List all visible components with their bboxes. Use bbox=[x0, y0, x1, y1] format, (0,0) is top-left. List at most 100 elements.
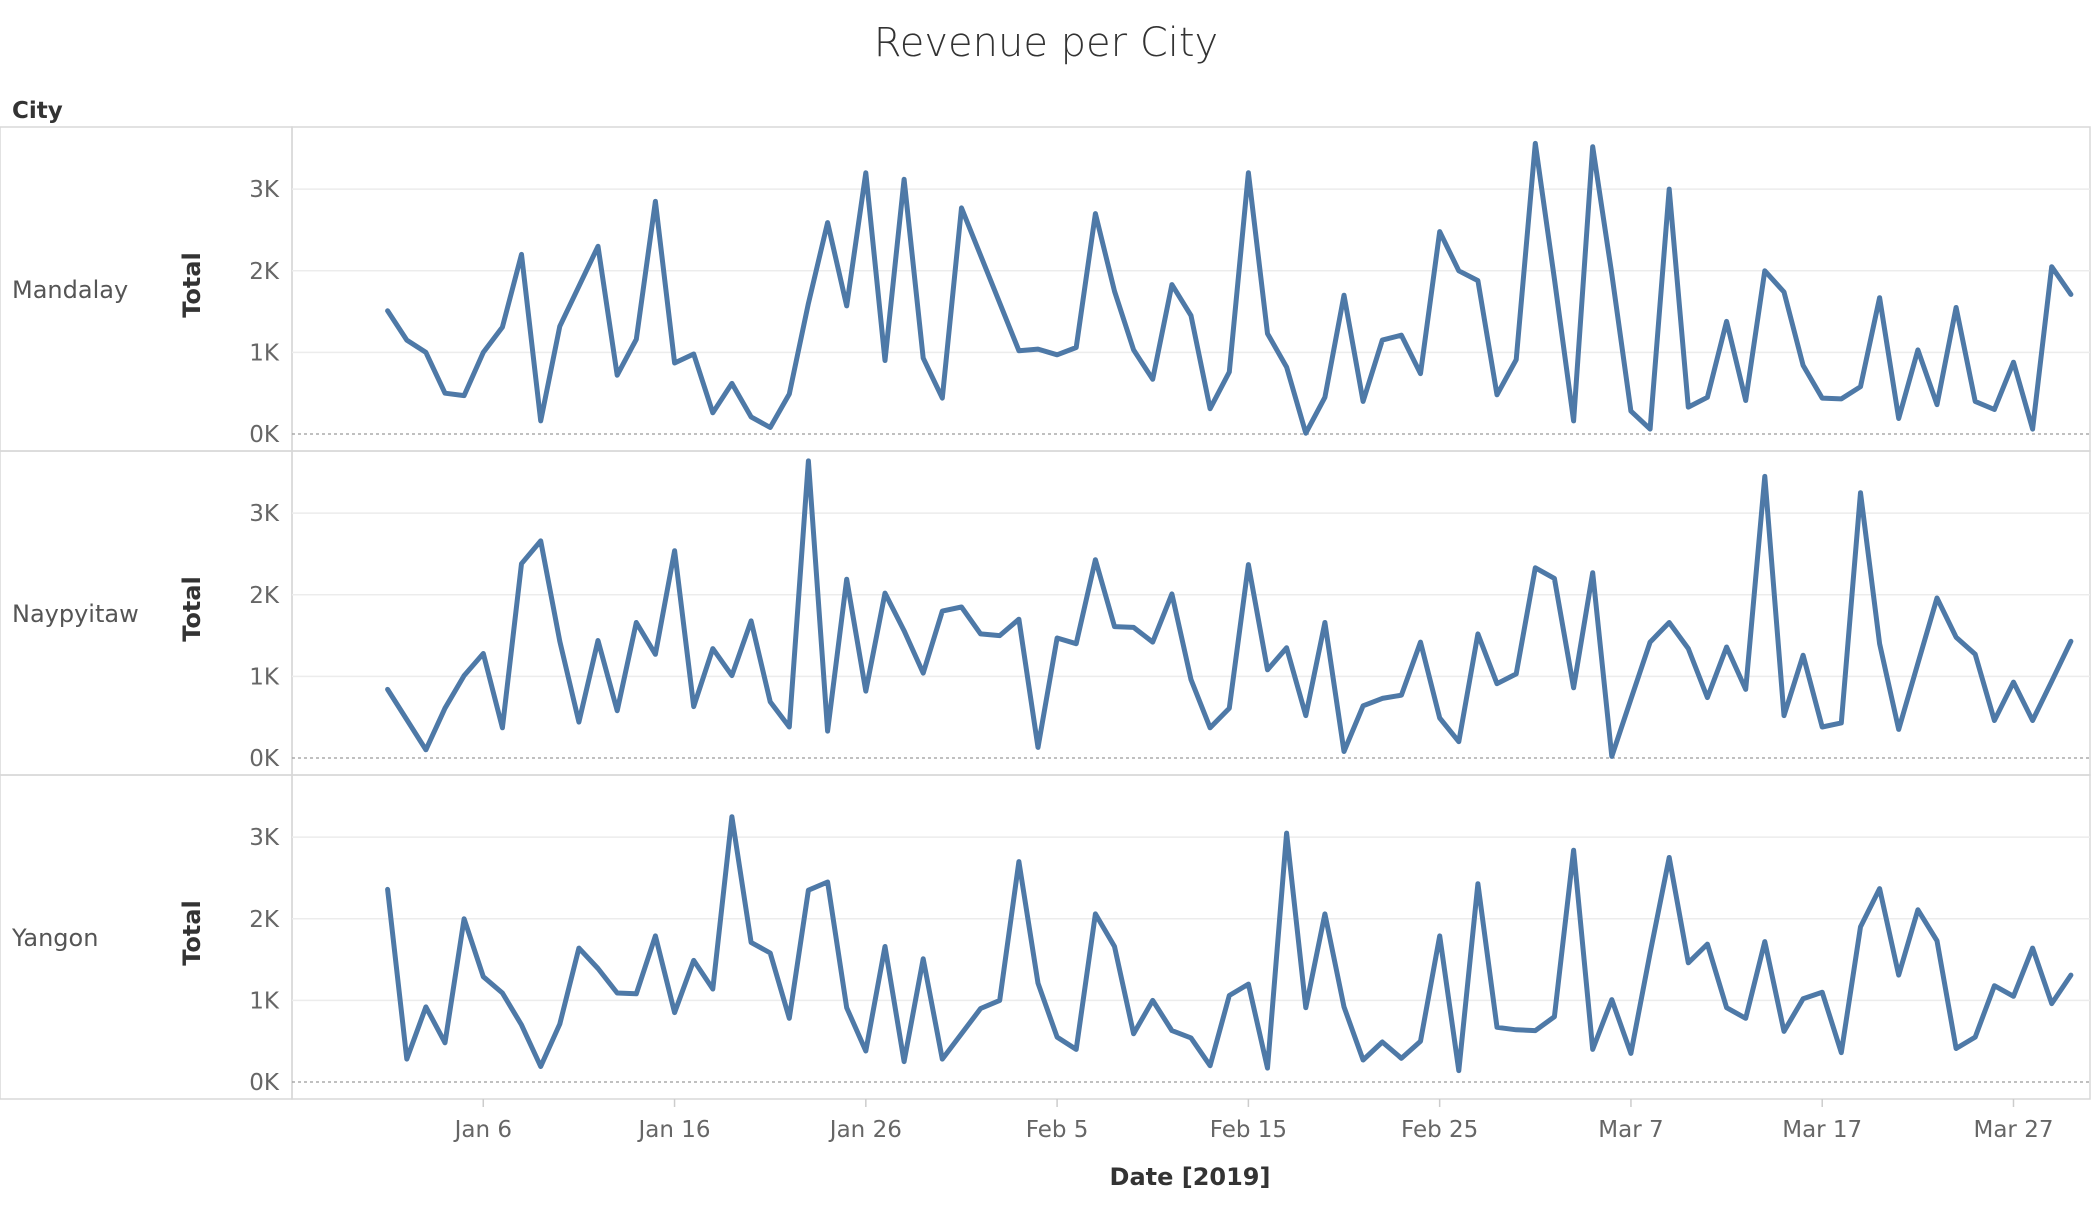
plot-area bbox=[291, 126, 2091, 452]
data-point bbox=[710, 646, 715, 651]
data-point bbox=[1399, 333, 1404, 338]
data-point bbox=[921, 956, 926, 961]
data-point bbox=[1342, 1004, 1347, 1009]
data-point bbox=[1265, 1066, 1270, 1071]
data-point bbox=[1208, 406, 1213, 411]
data-point bbox=[691, 704, 696, 709]
data-point bbox=[1093, 911, 1098, 916]
data-point bbox=[1954, 635, 1959, 640]
data-point bbox=[615, 991, 620, 996]
data-point bbox=[1590, 1047, 1595, 1052]
data-point bbox=[1801, 996, 1806, 1001]
data-point bbox=[1169, 591, 1174, 596]
data-point bbox=[519, 561, 524, 566]
data-point bbox=[959, 205, 964, 210]
data-point bbox=[1016, 348, 1021, 353]
panel-naypyitaw: Naypyitaw Total 0K 1K 2K 3K bbox=[0, 450, 2091, 776]
data-point bbox=[1514, 1027, 1519, 1032]
data-point bbox=[1954, 305, 1959, 310]
data-point bbox=[385, 887, 390, 892]
data-point bbox=[1437, 716, 1442, 721]
city-row-header: City bbox=[12, 98, 63, 124]
data-point bbox=[1973, 1035, 1978, 1040]
data-point bbox=[1189, 677, 1194, 682]
data-point bbox=[1552, 1014, 1557, 1019]
data-point bbox=[787, 1016, 792, 1021]
data-point bbox=[2011, 994, 2016, 999]
data-point bbox=[1189, 313, 1194, 318]
data-point bbox=[1571, 418, 1576, 423]
data-point bbox=[1743, 1016, 1748, 1021]
data-point bbox=[481, 651, 486, 656]
data-point bbox=[576, 946, 581, 951]
data-point bbox=[1303, 713, 1308, 718]
data-point bbox=[1322, 911, 1327, 916]
data-point bbox=[1533, 1028, 1538, 1033]
x-tick-label: Jan 6 bbox=[453, 1117, 512, 1143]
data-point bbox=[1074, 1047, 1079, 1052]
data-point bbox=[1380, 338, 1385, 343]
data-point bbox=[2068, 292, 2073, 297]
x-tick-label: Jan 26 bbox=[828, 1117, 902, 1143]
data-point bbox=[672, 1010, 677, 1015]
data-point bbox=[423, 747, 428, 752]
data-point bbox=[1801, 363, 1806, 368]
y-axis-title: Total bbox=[178, 576, 206, 642]
data-point bbox=[1954, 1046, 1959, 1051]
x-tick-label: Feb 15 bbox=[1210, 1117, 1287, 1143]
data-point bbox=[902, 628, 907, 633]
data-point bbox=[1686, 405, 1691, 410]
x-tick-label: Jan 16 bbox=[637, 1117, 711, 1143]
data-point bbox=[883, 358, 888, 363]
data-point bbox=[557, 639, 562, 644]
data-point bbox=[1609, 754, 1614, 759]
data-point bbox=[1896, 416, 1901, 421]
data-point bbox=[768, 699, 773, 704]
data-point bbox=[462, 916, 467, 921]
data-point bbox=[806, 301, 811, 306]
data-point bbox=[1686, 646, 1691, 651]
data-point bbox=[959, 1031, 964, 1036]
x-axis: Jan 6 Jan 16 Jan 26 Feb 5 Feb 15 Feb 25 Mar 7 M… bbox=[453, 1099, 2053, 1143]
data-point bbox=[1877, 886, 1882, 891]
data-point bbox=[481, 350, 486, 355]
data-point bbox=[1112, 624, 1117, 629]
data-point bbox=[1801, 653, 1806, 658]
data-point bbox=[1571, 848, 1576, 853]
data-point bbox=[1896, 973, 1901, 978]
data-point bbox=[1858, 490, 1863, 495]
data-point bbox=[538, 1064, 543, 1069]
data-point bbox=[2011, 680, 2016, 685]
data-point bbox=[1705, 395, 1710, 400]
data-point bbox=[1036, 745, 1041, 750]
data-point bbox=[1208, 1063, 1213, 1068]
data-point bbox=[500, 725, 505, 730]
data-point bbox=[1705, 942, 1710, 947]
data-point bbox=[940, 609, 945, 614]
data-point bbox=[1284, 645, 1289, 650]
data-point bbox=[1762, 474, 1767, 479]
data-point bbox=[1533, 565, 1538, 570]
data-point bbox=[1169, 1028, 1174, 1033]
data-point bbox=[863, 1049, 868, 1054]
data-point bbox=[1361, 399, 1366, 404]
data-point bbox=[1743, 687, 1748, 692]
data-point bbox=[749, 940, 754, 945]
data-point bbox=[959, 605, 964, 610]
data-point bbox=[1762, 268, 1767, 273]
data-point bbox=[2030, 427, 2035, 432]
data-point bbox=[691, 352, 696, 357]
y-tick-label: 3K bbox=[249, 177, 280, 203]
data-point bbox=[2030, 718, 2035, 723]
data-point bbox=[940, 1057, 945, 1062]
data-point bbox=[1992, 983, 1997, 988]
data-point bbox=[2049, 264, 2054, 269]
data-point bbox=[825, 729, 830, 734]
data-point bbox=[615, 708, 620, 713]
data-point bbox=[423, 350, 428, 355]
data-point bbox=[1667, 620, 1672, 625]
data-point bbox=[1590, 144, 1595, 149]
data-point bbox=[1475, 631, 1480, 636]
data-point bbox=[1456, 1068, 1461, 1073]
data-point bbox=[1628, 409, 1633, 414]
